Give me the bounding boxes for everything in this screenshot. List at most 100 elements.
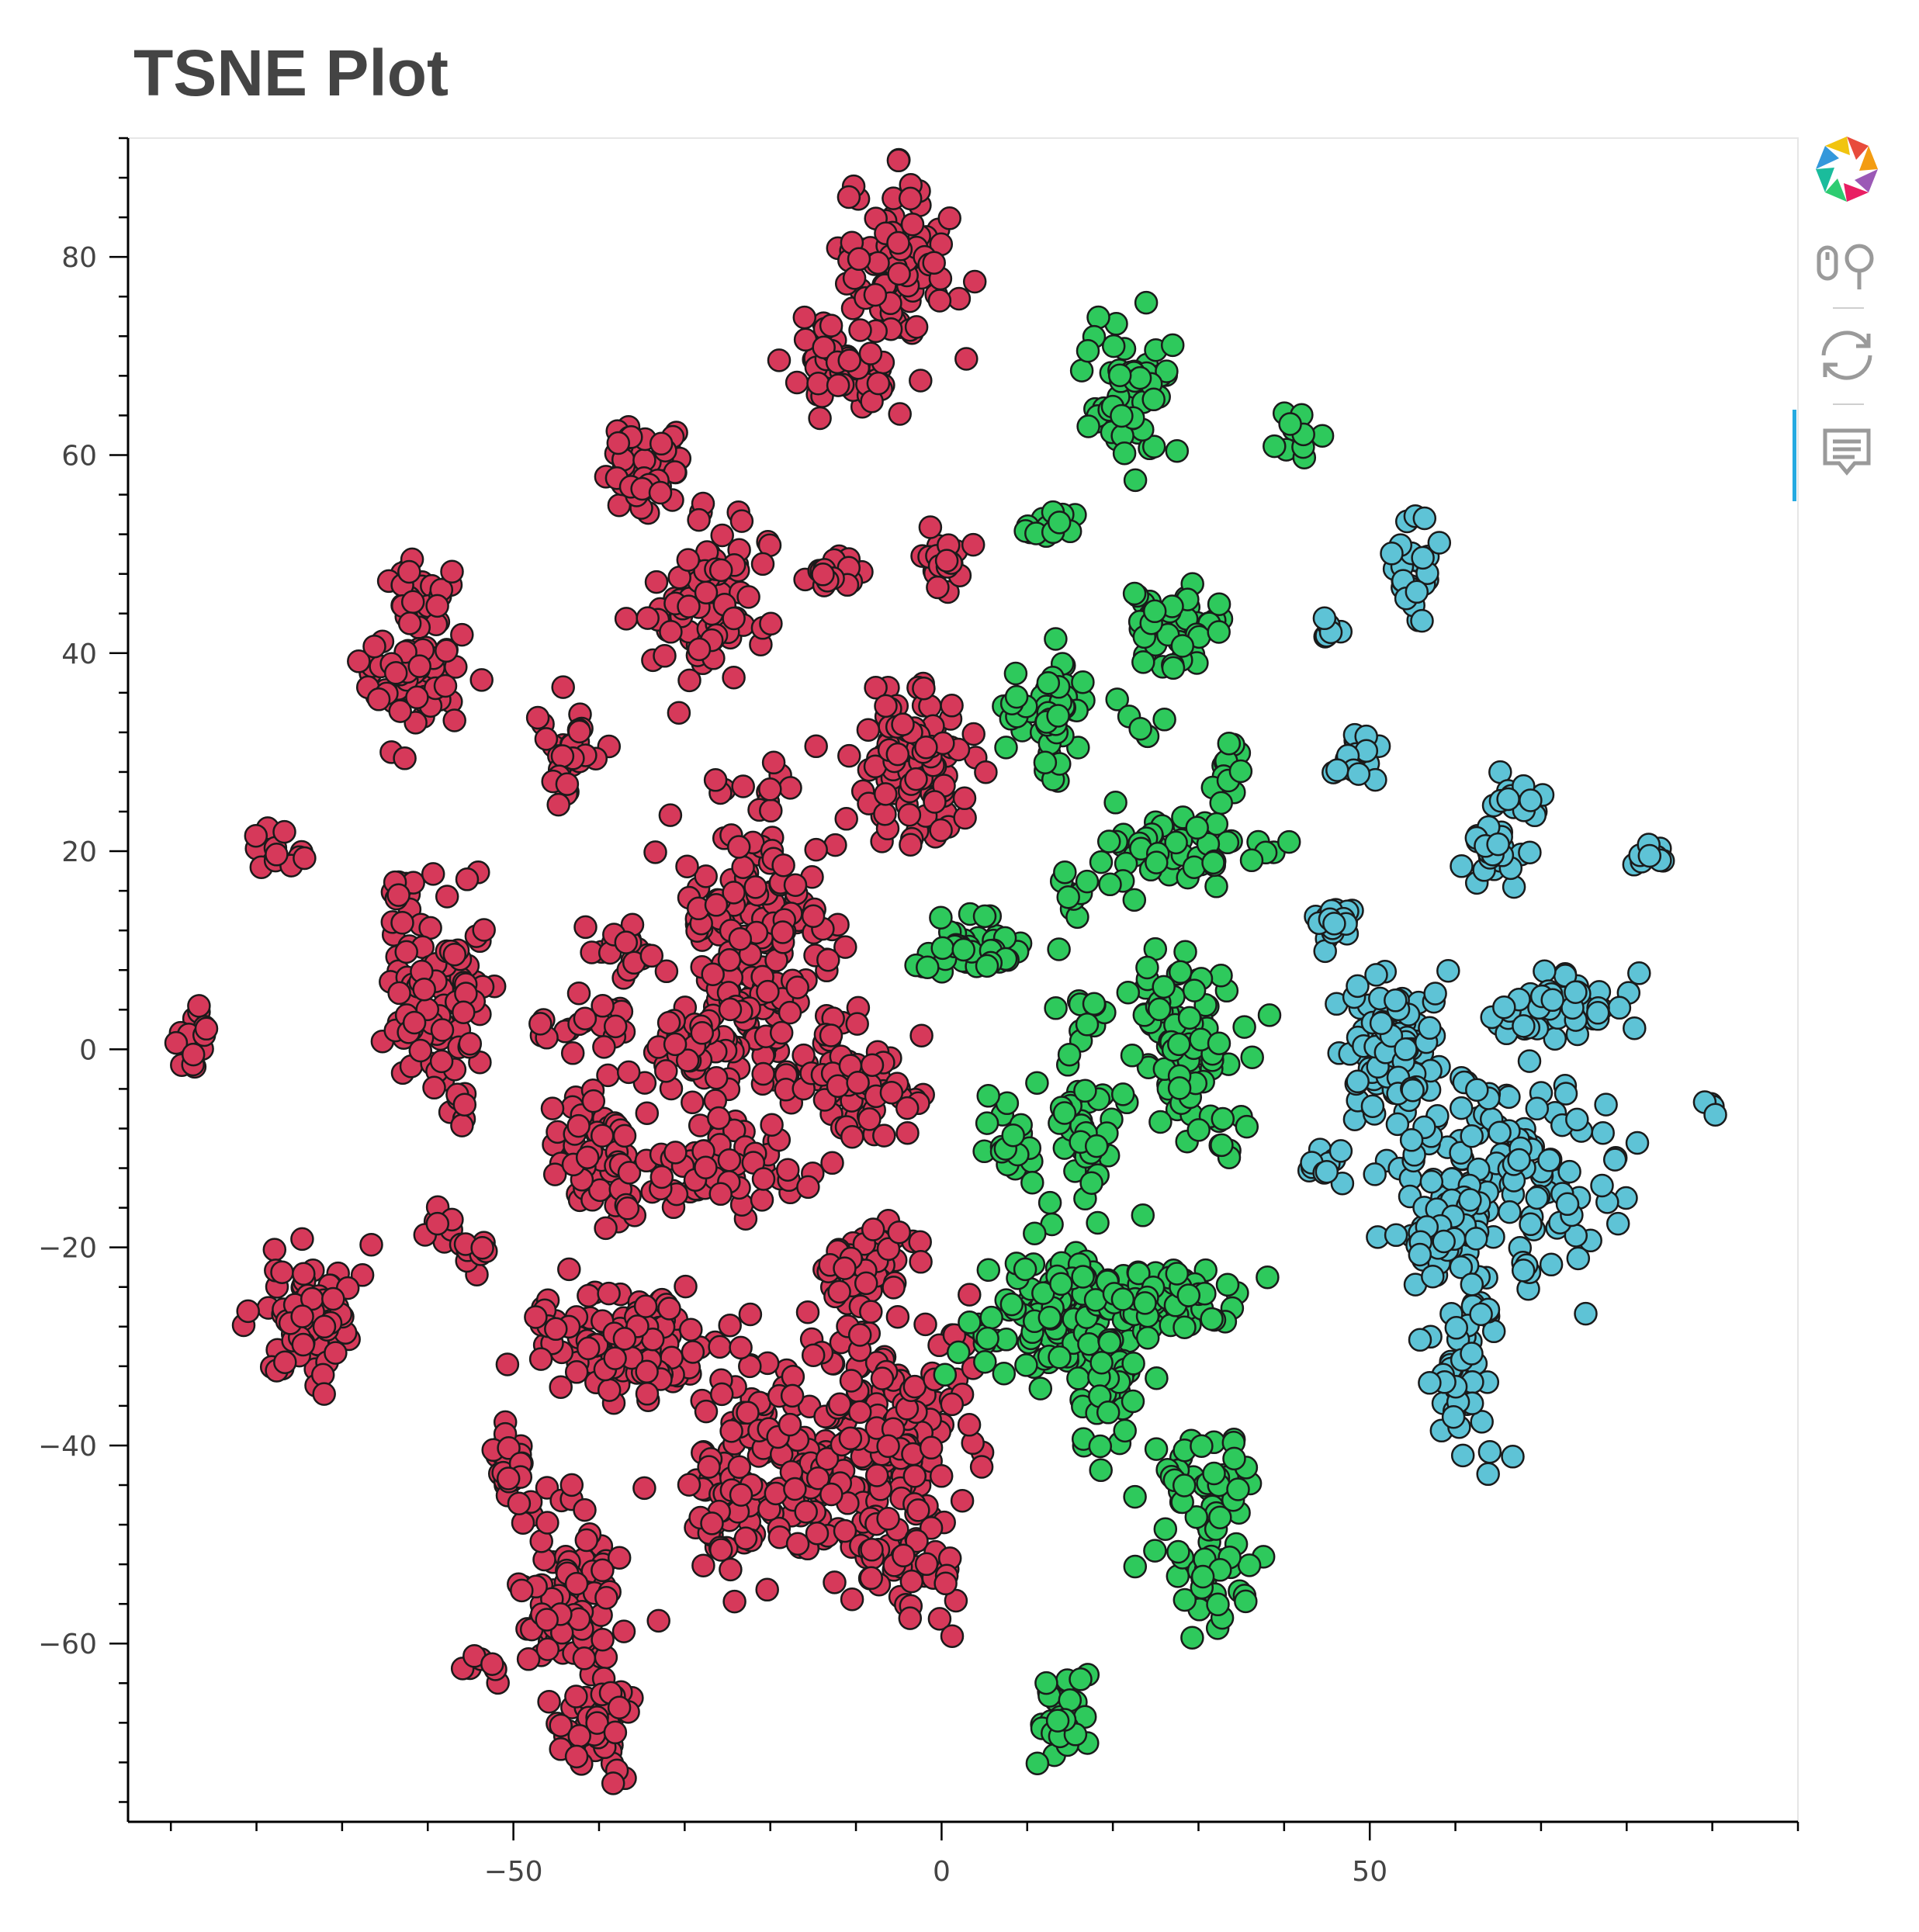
scatter-point — [591, 1627, 615, 1652]
scatter-point — [761, 750, 786, 775]
scatter-point — [607, 1546, 632, 1570]
scatter-point — [764, 1481, 788, 1506]
scatter-point — [440, 559, 464, 583]
scatter-point — [1564, 980, 1588, 1004]
scatter-point — [976, 1084, 1000, 1108]
scatter-point — [922, 251, 946, 275]
scatter-point — [826, 1074, 850, 1098]
scatter-point — [1025, 1071, 1049, 1095]
scatter-point — [496, 1466, 521, 1491]
scatter-point — [864, 1463, 889, 1487]
scatter-point — [429, 1049, 454, 1074]
wheel-zoom-icon[interactable] — [1808, 227, 1886, 305]
scatter-point — [1226, 1477, 1250, 1501]
scatter-point — [1210, 1133, 1234, 1158]
scatter-point — [1182, 855, 1207, 879]
scatter-point — [458, 1031, 483, 1056]
scatter-point — [1023, 1221, 1047, 1245]
scatter-point — [1073, 1079, 1097, 1103]
scatter-points — [164, 147, 1727, 1795]
scatter-point — [826, 373, 850, 397]
scatter-point — [386, 883, 410, 907]
scatter-point — [1206, 1592, 1230, 1617]
scatter-point — [573, 915, 598, 940]
scatter-point — [1047, 511, 1072, 535]
scatter-point — [811, 563, 835, 587]
scatter-point — [452, 1092, 477, 1117]
scatter-point — [778, 1000, 802, 1025]
scatter-point — [1202, 1461, 1226, 1486]
scatter-point — [934, 549, 959, 573]
scatter-point — [751, 1167, 776, 1191]
scatter-point — [1458, 1188, 1482, 1212]
scatter-point — [649, 1165, 674, 1189]
scatter-point — [591, 994, 615, 1018]
active-tool-indicator — [1793, 410, 1796, 501]
scatter-point — [801, 904, 826, 928]
scatter-point — [393, 746, 417, 770]
scatter-point — [1380, 542, 1404, 566]
point-cluster — [528, 981, 636, 1065]
point-cluster — [767, 305, 933, 431]
scatter-point — [902, 1464, 927, 1488]
scatter-point — [1053, 860, 1077, 885]
scatter-point — [898, 186, 923, 211]
scatter-point — [594, 1585, 618, 1610]
scatter-point — [728, 926, 753, 951]
scatter-point — [615, 1196, 640, 1220]
scatter-point — [999, 1292, 1024, 1317]
scatter-point — [635, 1382, 660, 1406]
scatter-point — [402, 1010, 427, 1035]
scatter-point — [546, 792, 570, 817]
point-cluster — [1089, 791, 1301, 912]
scatter-point — [1488, 1120, 1512, 1144]
scatter-point — [635, 1101, 660, 1125]
scatter-point — [701, 962, 725, 986]
scatter-point — [1498, 1200, 1522, 1224]
scatter-point — [542, 1162, 567, 1186]
scatter-point — [1143, 1539, 1167, 1563]
scatter-point — [804, 837, 828, 862]
scatter-point — [1121, 1389, 1145, 1414]
scatter-point — [1112, 441, 1137, 466]
scatter-point — [400, 590, 425, 615]
scatter-point — [1033, 750, 1058, 774]
scatter-point — [726, 835, 751, 859]
scatter-point — [845, 1012, 869, 1036]
reset-icon[interactable] — [1808, 317, 1886, 394]
scatter-point — [905, 1529, 929, 1553]
scatter-point — [916, 955, 940, 979]
scatter-point — [560, 1041, 585, 1065]
scatter-point — [292, 1262, 316, 1286]
point-cluster — [1263, 401, 1335, 469]
scatter-point — [1209, 964, 1233, 988]
scatter-point — [823, 833, 847, 857]
scatter-point — [912, 676, 936, 701]
scatter-point — [1512, 1014, 1536, 1038]
scatter-point — [1519, 788, 1543, 812]
scatter-point — [1465, 1078, 1489, 1102]
scatter-point — [906, 1498, 930, 1522]
scatter-point — [574, 1528, 599, 1553]
scatter-point — [860, 1053, 885, 1077]
scatter-point — [1627, 961, 1651, 985]
scatter-point — [908, 1230, 932, 1254]
hover-icon[interactable] — [1808, 414, 1886, 491]
scatter-point — [778, 776, 802, 800]
scatter-point — [961, 722, 985, 746]
scatter-point — [1517, 1049, 1542, 1073]
scatter-point — [1170, 634, 1195, 658]
scatter-point — [839, 1369, 864, 1393]
scatter-point — [1421, 1264, 1445, 1289]
bokeh-logo-icon[interactable] — [1808, 130, 1886, 208]
scatter-point — [759, 611, 783, 636]
scatter-point — [1066, 736, 1090, 760]
scatter-point — [1075, 1013, 1100, 1037]
scatter-point — [674, 1274, 698, 1299]
scatter-point — [718, 997, 743, 1022]
scatter-point — [614, 607, 639, 631]
y-tick-label: 0 — [79, 1034, 97, 1066]
scatter-point — [1121, 1352, 1145, 1376]
scatter-point — [1394, 1037, 1418, 1061]
